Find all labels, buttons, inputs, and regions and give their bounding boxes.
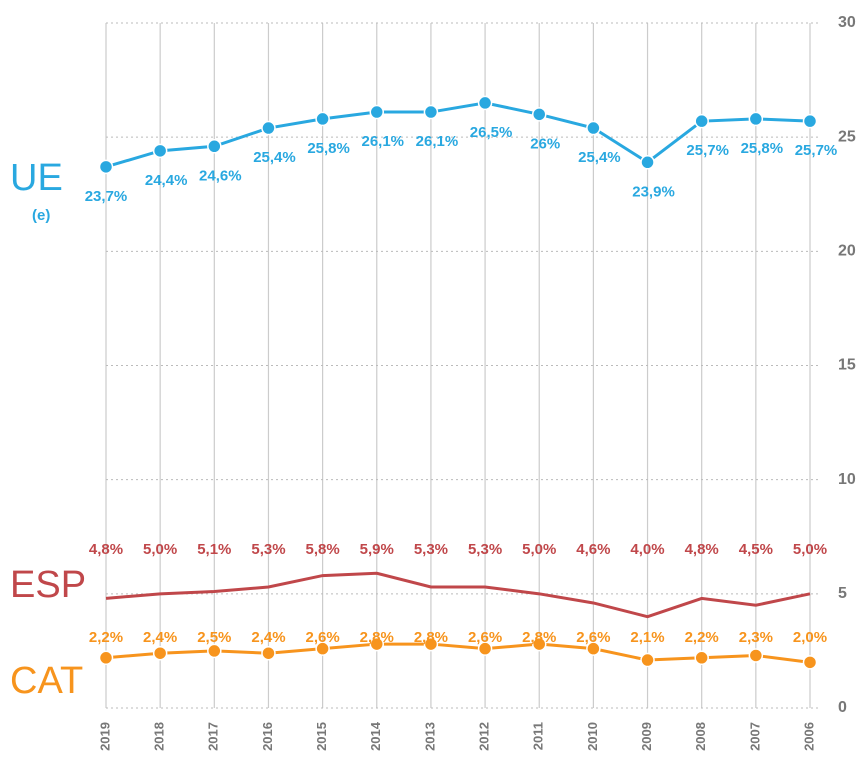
value-label: 24,6%	[199, 167, 242, 184]
value-label: 4,5%	[739, 541, 773, 558]
value-label: 5,8%	[306, 541, 340, 558]
chart: 2019201820172016201520142013201220112010…	[0, 0, 863, 771]
value-label: 26%	[530, 135, 560, 152]
point	[695, 651, 708, 664]
point	[262, 122, 275, 135]
y-tick-label: 5	[838, 585, 847, 602]
point	[208, 644, 221, 657]
x-tick-label: 2014	[368, 721, 383, 751]
value-label: 5,1%	[197, 541, 231, 558]
x-tick-label: 2007	[747, 722, 762, 751]
point	[749, 649, 762, 662]
x-tick-label: 2008	[693, 722, 708, 751]
x-tick-label: 2011	[531, 722, 546, 750]
value-label: 24,4%	[145, 172, 188, 189]
value-label: 23,9%	[632, 183, 675, 200]
annotation: (e)	[32, 207, 50, 224]
value-label: 5,3%	[414, 541, 448, 558]
point	[587, 122, 600, 135]
value-label: 2,8%	[522, 629, 556, 646]
x-tick-label: 2017	[206, 722, 221, 751]
series-name: CAT	[10, 660, 83, 702]
point	[262, 647, 275, 660]
value-label: 26,1%	[416, 133, 459, 150]
point	[316, 112, 329, 125]
value-label: 25,7%	[686, 142, 729, 159]
x-tick-label: 2006	[801, 722, 816, 751]
value-label: 23,7%	[85, 188, 128, 205]
x-tick-label: 2016	[260, 722, 275, 751]
value-label: 5,0%	[143, 541, 177, 558]
series-name: ESP	[10, 564, 86, 606]
point	[641, 654, 654, 667]
point	[804, 115, 817, 128]
value-label: 25,8%	[741, 140, 784, 157]
value-label: 2,5%	[197, 629, 231, 646]
point	[749, 112, 762, 125]
value-label: 4,8%	[89, 541, 123, 558]
y-tick-label: 15	[838, 357, 856, 374]
value-label: 2,0%	[793, 629, 827, 646]
value-label: 26,1%	[361, 133, 404, 150]
value-label: 2,1%	[630, 629, 664, 646]
value-label: 2,4%	[251, 629, 285, 646]
value-label: 2,6%	[306, 629, 340, 646]
y-tick-label: 30	[838, 14, 856, 31]
x-tick-label: 2018	[152, 722, 167, 751]
x-tick-label: 2015	[314, 722, 329, 751]
value-label: 2,2%	[89, 629, 123, 646]
series-line	[106, 573, 810, 616]
value-label: 25,7%	[795, 142, 838, 159]
value-label: 2,4%	[143, 629, 177, 646]
point	[533, 108, 546, 121]
point	[479, 96, 492, 109]
point	[208, 140, 221, 153]
value-label: 25,4%	[253, 149, 296, 166]
point	[424, 106, 437, 119]
value-label: 25,4%	[578, 149, 621, 166]
point	[641, 156, 654, 169]
value-label: 25,8%	[307, 140, 350, 157]
x-tick-label: 2019	[97, 722, 112, 751]
point	[804, 656, 817, 669]
value-label: 26,5%	[470, 124, 513, 141]
y-tick-label: 0	[838, 699, 847, 716]
series-name: UE	[10, 157, 63, 199]
value-label: 5,3%	[251, 541, 285, 558]
value-label: 4,6%	[576, 541, 610, 558]
value-label: 5,9%	[360, 541, 394, 558]
value-label: 2,6%	[576, 629, 610, 646]
value-label: 2,8%	[360, 629, 394, 646]
point	[154, 647, 167, 660]
y-tick-label: 20	[838, 243, 856, 260]
x-tick-label: 2012	[477, 722, 492, 751]
point	[370, 106, 383, 119]
value-label: 2,2%	[685, 629, 719, 646]
x-tick-label: 2009	[639, 722, 654, 751]
value-label: 5,0%	[793, 541, 827, 558]
y-tick-label: 10	[838, 471, 856, 488]
point	[100, 160, 113, 173]
value-label: 5,3%	[468, 541, 502, 558]
point	[100, 651, 113, 664]
value-label: 4,0%	[630, 541, 664, 558]
value-label: 5,0%	[522, 541, 556, 558]
x-tick-label: 2010	[585, 722, 600, 751]
value-label: 4,8%	[685, 541, 719, 558]
x-tick-label: 2013	[422, 722, 437, 751]
value-label: 2,6%	[468, 629, 502, 646]
point	[695, 115, 708, 128]
point	[154, 144, 167, 157]
value-label: 2,8%	[414, 629, 448, 646]
value-label: 2,3%	[739, 629, 773, 646]
y-tick-label: 25	[838, 128, 856, 145]
